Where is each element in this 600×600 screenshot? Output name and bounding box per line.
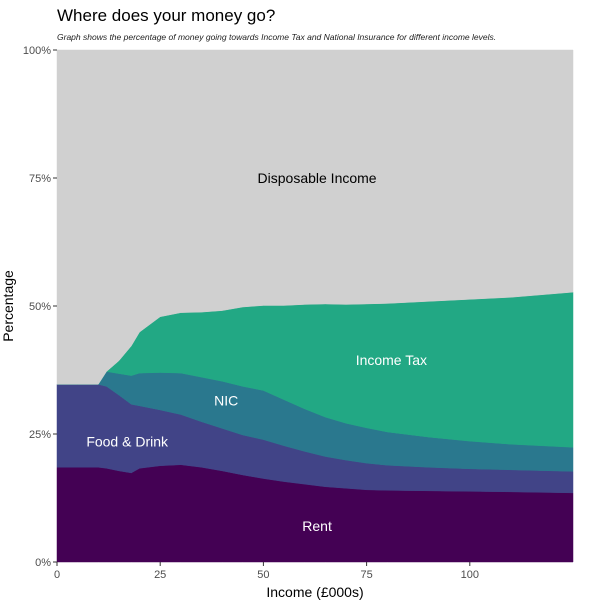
- y-tick-label: 100%: [23, 45, 51, 57]
- area-label: Disposable Income: [258, 170, 377, 186]
- y-tick-label: 50%: [29, 301, 51, 313]
- x-tick-label: 0: [54, 569, 60, 581]
- area-disposable-income: [56, 49, 574, 385]
- x-tick-label: 75: [360, 569, 372, 581]
- x-axis: 0 25 50 75 100: [54, 562, 479, 581]
- chart-subtitle: Graph shows the percentage of money goin…: [57, 32, 497, 42]
- x-tick-label: 100: [461, 569, 479, 581]
- area-label: NIC: [214, 393, 238, 409]
- y-tick-label: 25%: [29, 429, 51, 441]
- x-tick-label: 25: [154, 569, 166, 581]
- y-axis-title: Percentage: [0, 270, 16, 342]
- y-tick-label: 0%: [35, 557, 51, 569]
- x-axis-title: Income (£000s): [266, 584, 363, 600]
- x-tick-label: 50: [257, 569, 269, 581]
- area-layers: [56, 49, 574, 563]
- y-tick-label: 75%: [29, 173, 51, 185]
- y-axis: 0% 25% 50% 75% 100%: [23, 45, 57, 569]
- area-label: Income Tax: [356, 352, 427, 368]
- area-label: Rent: [302, 518, 332, 534]
- chart-title: Where does your money go?: [57, 6, 276, 25]
- area-labels: Rent Food & Drink NIC Income Tax Disposable …: [86, 170, 427, 534]
- area-label: Food & Drink: [86, 434, 169, 450]
